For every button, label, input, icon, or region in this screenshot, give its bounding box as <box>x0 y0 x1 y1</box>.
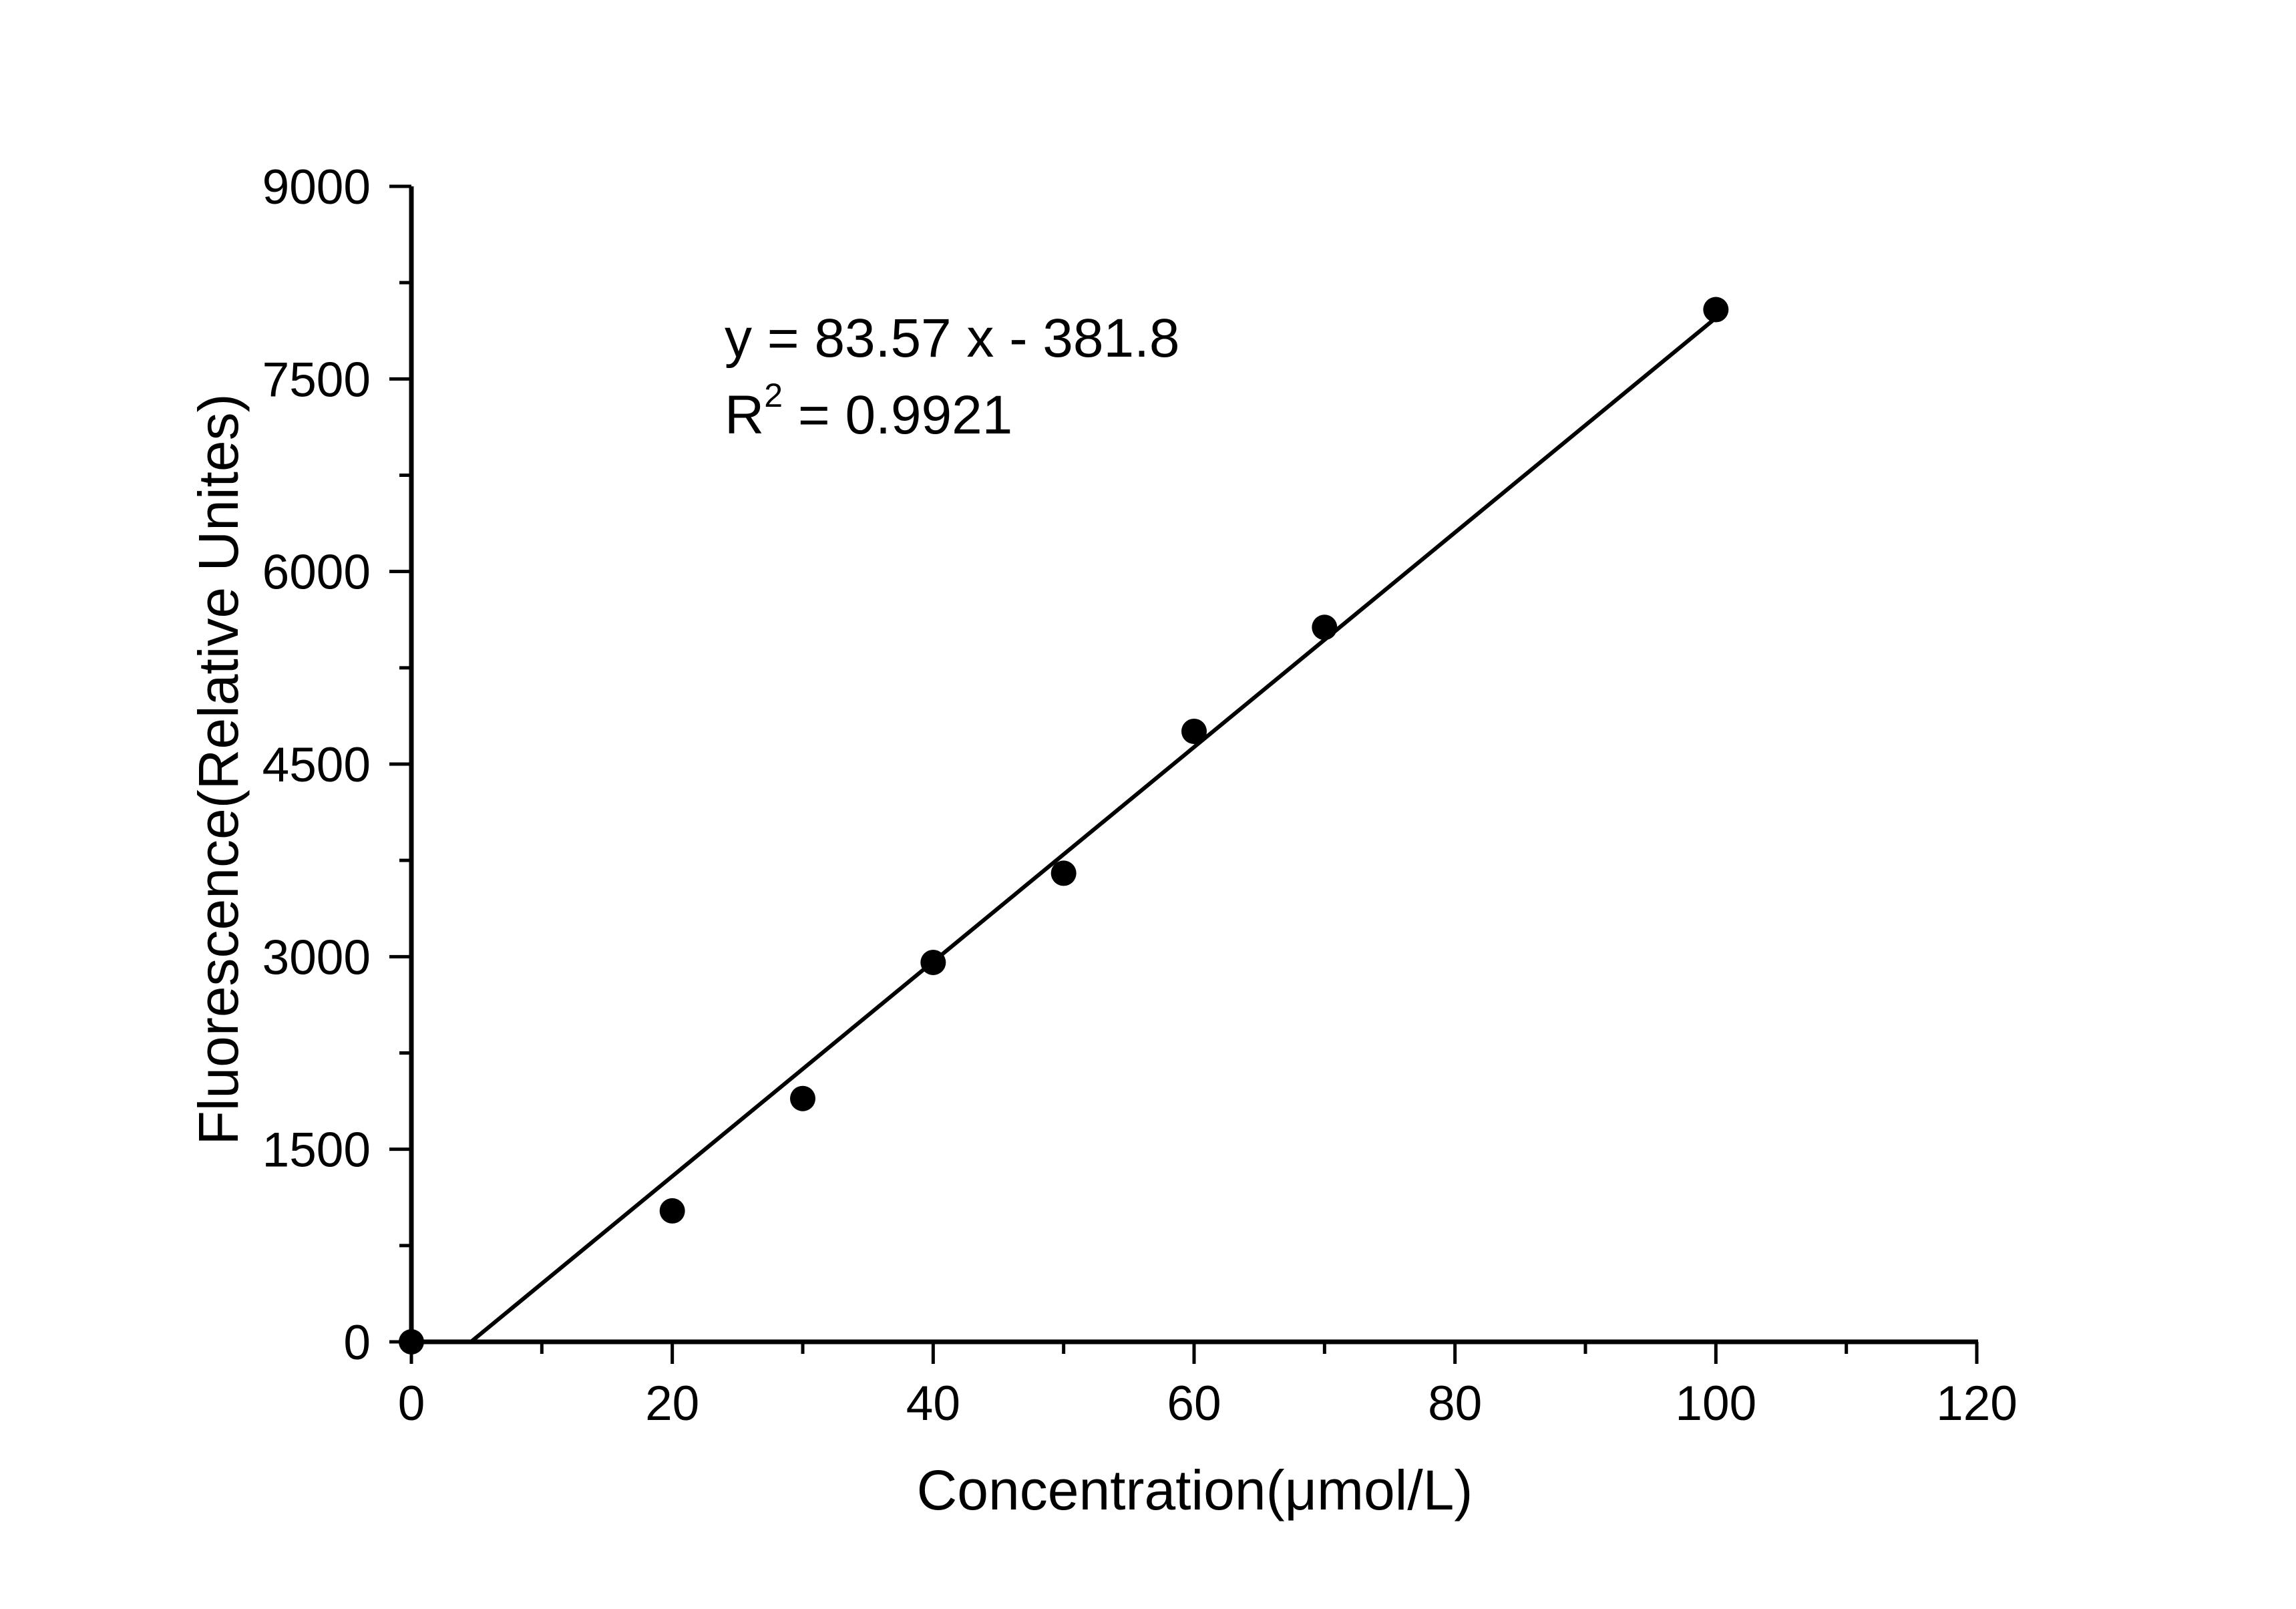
x-tick-label: 0 <box>398 1377 425 1431</box>
data-point <box>659 1198 685 1224</box>
data-point <box>1312 614 1338 641</box>
y-tick-label: 7500 <box>262 353 371 407</box>
y-tick-label: 6000 <box>262 546 371 600</box>
x-tick-label: 20 <box>645 1377 699 1431</box>
data-point <box>920 949 946 975</box>
r-squared-prefix: R <box>725 385 764 445</box>
y-tick-label: 9000 <box>262 160 371 214</box>
y-axis-ticks: 0 1500 3000 4500 6000 7500 9000 <box>262 160 411 1370</box>
y-axis-title: Fluorescence(Relative Unites) <box>187 393 250 1145</box>
y-tick-label: 1500 <box>262 1123 371 1178</box>
data-point <box>790 1085 815 1111</box>
data-point <box>1050 860 1077 886</box>
data-point <box>1703 297 1729 323</box>
y-tick-label: 3000 <box>262 930 371 985</box>
x-axis-ticks: 0 20 40 60 80 100 120 <box>398 1342 2018 1431</box>
y-tick-label: 4500 <box>262 738 371 792</box>
r-squared-superscript: 2 <box>764 377 783 414</box>
x-tick-label: 40 <box>906 1377 960 1431</box>
r-squared: R2 = 0.9921 <box>725 377 1012 445</box>
x-tick-label: 80 <box>1428 1377 1482 1431</box>
r-squared-value: = 0.9921 <box>783 385 1012 445</box>
data-point <box>1181 718 1207 744</box>
y-tick-label: 0 <box>343 1316 371 1370</box>
x-tick-label: 120 <box>1936 1377 2018 1431</box>
linear-fit-line <box>469 316 1718 1344</box>
fit-equation: y = 83.57 x - 381.8 <box>725 308 1180 369</box>
x-axis-title: Concentration(μmol/L) <box>917 1459 1473 1522</box>
x-tick-label: 100 <box>1675 1377 1756 1431</box>
x-tick-label: 60 <box>1167 1377 1221 1431</box>
plot-area <box>399 297 1729 1355</box>
axes: 0 20 40 60 80 100 120 0 1500 3000 4500 6000 7500 900… <box>262 160 2018 1431</box>
